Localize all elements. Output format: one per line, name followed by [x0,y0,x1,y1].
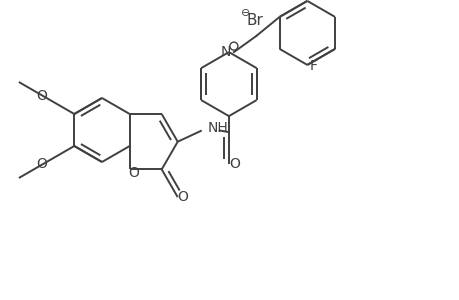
Text: O: O [177,190,188,204]
Text: O: O [128,167,139,180]
Text: ⊖: ⊖ [241,8,250,18]
Text: F: F [308,59,317,73]
Text: N: N [220,45,230,59]
Text: O: O [36,157,47,171]
Text: NH: NH [207,121,228,134]
Text: O: O [229,157,240,171]
Text: Br: Br [246,13,263,28]
Text: O: O [36,89,47,103]
